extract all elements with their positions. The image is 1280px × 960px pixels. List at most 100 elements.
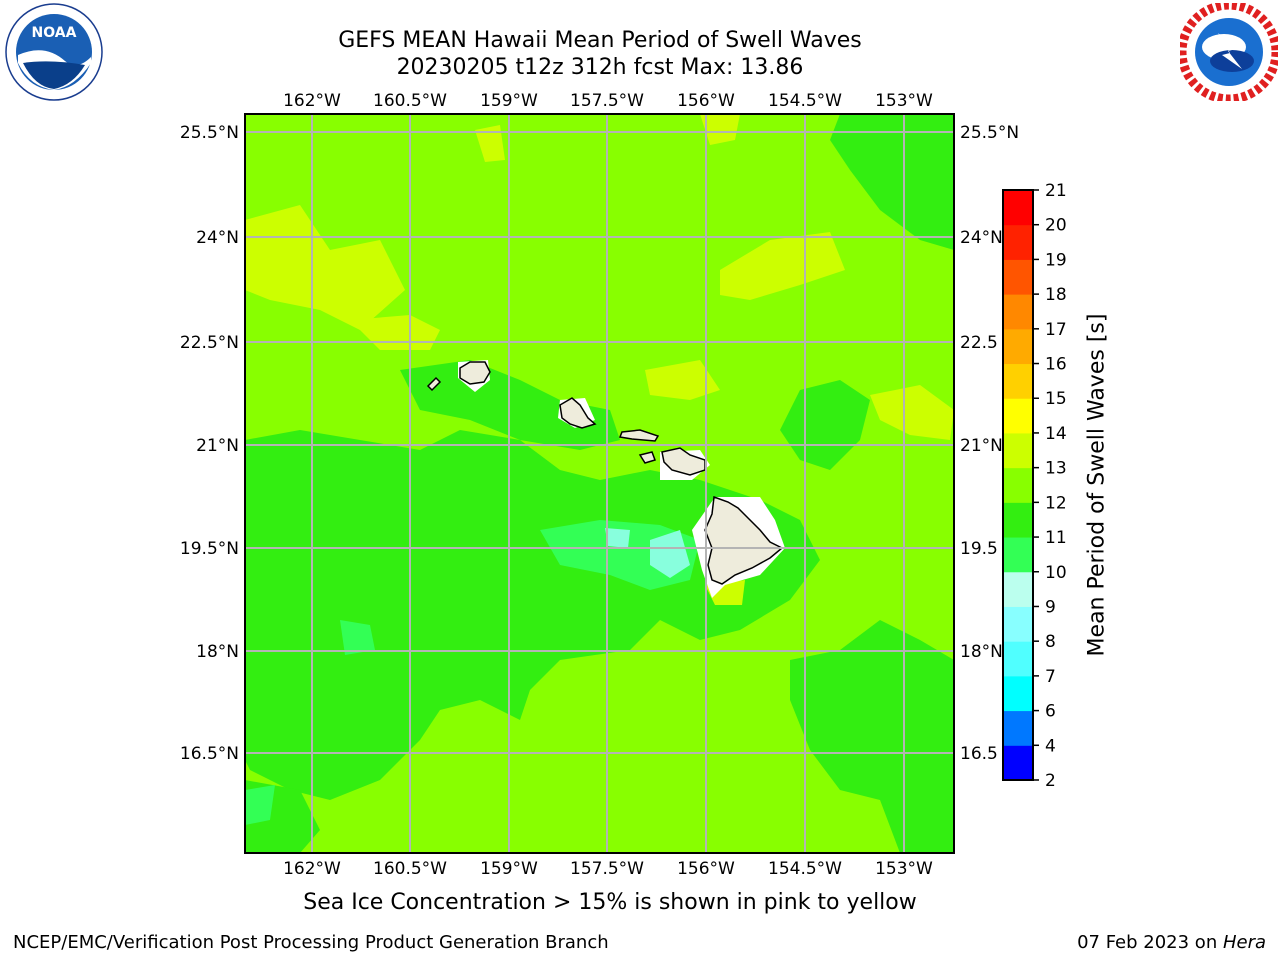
contour-11-12-eastcentral (780, 380, 870, 470)
colorbar-tick-label: 10 (1045, 563, 1067, 583)
lat-label-right: 25.5°N (960, 123, 1019, 143)
lon-label-top: 154.5°W (768, 91, 842, 111)
producer-credit: NCEP/EMC/Verification Post Processing Pr… (13, 932, 609, 953)
colorbar-tick-label: 14 (1045, 424, 1067, 444)
contour-9-10 (650, 530, 690, 578)
lat-label-left: 18°N (196, 642, 239, 662)
lon-label-bottom: 156°W (677, 859, 735, 879)
sea-ice-caption: Sea Ice Concentration > 15% is shown in … (303, 890, 917, 915)
map-panel (245, 114, 954, 853)
lon-label-top: 156°W (677, 91, 735, 111)
lat-label-left: 25.5°N (180, 123, 239, 143)
lon-label-top: 153°W (875, 91, 933, 111)
island-kauai (459, 361, 491, 385)
colorbar-tick-label: 17 (1045, 320, 1067, 340)
graticule (245, 114, 954, 853)
colorbar: 2 4 6 7 8 9 10 11 12 13 14 15 16 17 18 19 20 21 (1002, 181, 1067, 791)
map-subtitle: 20230205 t12z 312h fcst Max: 13.86 (396, 55, 804, 80)
colorbar-segment (1003, 467, 1033, 503)
colorbar-label: Mean Period of Swell Waves [s] (1084, 313, 1110, 657)
colorbar-segment (1003, 224, 1033, 260)
lon-labels-top: 162°W 160.5°W 159°W 157.5°W 156°W 154.5°… (283, 91, 933, 111)
colorbar-tick-label: 12 (1045, 493, 1067, 513)
lon-label-bottom: 162°W (283, 859, 341, 879)
colorbar-segment (1003, 294, 1033, 330)
run-date-text: 07 Feb 2023 on (1077, 932, 1223, 953)
lat-label-right: 16.5 (960, 744, 998, 764)
lat-labels-left: 25.5°N 24°N 22.5°N 21°N 19.5°N 18°N 16.5… (180, 123, 239, 764)
lon-label-top: 162°W (283, 91, 341, 111)
island-kahoolawe (638, 451, 656, 464)
run-date: 07 Feb 2023 on Hera (1077, 932, 1266, 953)
contour-13-14-top (700, 114, 740, 145)
colorbar-segment (1003, 571, 1033, 607)
lat-label-left: 24°N (196, 228, 239, 248)
lon-label-bottom: 160.5°W (373, 859, 447, 879)
lon-label-top: 160.5°W (373, 91, 447, 111)
colorbar-segment (1003, 537, 1033, 573)
lat-label-right: 21°N (960, 436, 1003, 456)
contour-13-14-north (720, 232, 845, 300)
colorbar-segment (1003, 675, 1033, 712)
lon-label-bottom: 154.5°W (768, 859, 842, 879)
colorbar-frame (1002, 189, 1034, 781)
lat-label-right: 22.5 (960, 333, 998, 353)
contour-11-12-southeast (790, 620, 954, 853)
colorbar-tick-label: 19 (1045, 250, 1067, 270)
contour-9-10-small (605, 528, 630, 548)
contour-11-12-south (245, 430, 820, 800)
lat-label-left: 22.5°N (180, 333, 239, 353)
contour-10-11-edge (245, 785, 275, 825)
lon-label-bottom: 159°W (480, 859, 538, 879)
lon-label-top: 159°W (480, 91, 538, 111)
colorbar-segment (1003, 259, 1033, 295)
colorbar-tick-label: 16 (1045, 355, 1067, 375)
map-frame (244, 113, 955, 854)
island-oahu (559, 397, 597, 429)
lat-labels-right: 25.5°N 24°N 22.5 21°N 19.5 18°N 16.5 (960, 123, 1019, 764)
island-hawaii (704, 495, 784, 585)
lat-label-right: 24°N (960, 228, 1003, 248)
colorbar-segment (1003, 398, 1033, 434)
noaa-logo: NOAA (5, 3, 103, 101)
colorbar-tick-label: 21 (1045, 181, 1067, 201)
colorbar-segment (1003, 745, 1033, 781)
lon-label-bottom: 157.5°W (570, 859, 644, 879)
lat-label-left: 19.5°N (180, 539, 239, 559)
colorbar-tick-label: 6 (1045, 702, 1056, 722)
nws-logo (1180, 3, 1278, 101)
colorbar-segment (1003, 190, 1033, 226)
colorbar-tick-label: 7 (1045, 667, 1056, 687)
colorbar-tick-label: 15 (1045, 389, 1067, 409)
noaa-text: NOAA (32, 25, 77, 41)
lat-label-right: 18°N (960, 642, 1003, 662)
colorbar-segment (1003, 641, 1033, 677)
colorbar-tick-label: 8 (1045, 632, 1056, 652)
map-title: GEFS MEAN Hawaii Mean Period of Swell Wa… (338, 28, 862, 53)
colorbar-segment (1003, 606, 1033, 642)
colorbar-tick-label: 4 (1045, 736, 1056, 756)
contour-13-14-small (475, 125, 505, 162)
colorbar-tick-label: 18 (1045, 285, 1067, 305)
colorbar-tick-label: 20 (1045, 216, 1067, 236)
lat-label-right: 19.5 (960, 539, 998, 559)
colorbar-tick-label: 9 (1045, 597, 1056, 617)
colorbar-segment (1003, 363, 1033, 399)
colorbar-tick-label: 2 (1045, 771, 1056, 791)
lat-label-left: 21°N (196, 436, 239, 456)
island-niihau (426, 376, 442, 392)
colorbar-tick-label: 11 (1045, 528, 1067, 548)
island-molokai (618, 429, 660, 442)
lat-label-left: 16.5°N (180, 744, 239, 764)
run-host: Hera (1222, 932, 1266, 953)
contour-13-14-center (645, 360, 720, 400)
lon-label-top: 157.5°W (570, 91, 644, 111)
contour-13-14-east (870, 385, 954, 440)
contour-10-11-small (340, 620, 375, 655)
colorbar-segment (1003, 710, 1033, 746)
contour-11-12-northeast (830, 114, 954, 250)
colorbar-segment (1003, 432, 1033, 469)
colorbar-tick-label: 13 (1045, 459, 1067, 479)
lon-labels-bottom: 162°W 160.5°W 159°W 157.5°W 156°W 154.5°… (283, 859, 933, 879)
